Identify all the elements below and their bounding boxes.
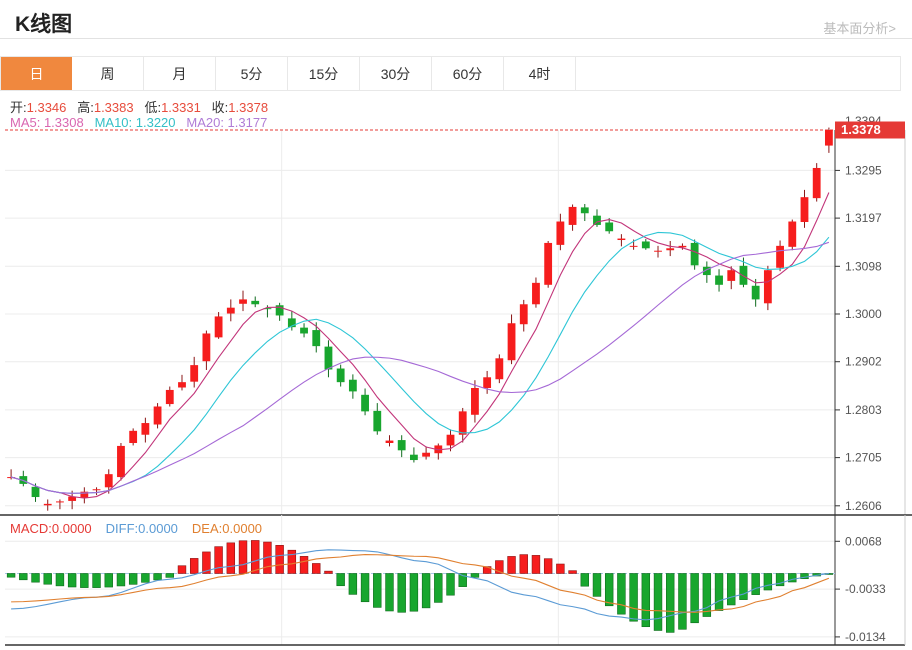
- svg-text:1.3000: 1.3000: [845, 307, 882, 321]
- svg-text:1.2705: 1.2705: [845, 451, 882, 465]
- svg-text:1.2803: 1.2803: [845, 403, 882, 417]
- svg-text:1.3378: 1.3378: [841, 122, 881, 137]
- svg-text:1.3295: 1.3295: [845, 163, 882, 177]
- svg-text:-0.0134: -0.0134: [845, 630, 886, 644]
- svg-text:1.3098: 1.3098: [845, 259, 882, 273]
- svg-text:1.2606: 1.2606: [845, 499, 882, 513]
- svg-text:-0.0033: -0.0033: [845, 582, 886, 596]
- svg-text:1.2902: 1.2902: [845, 355, 882, 369]
- svg-text:1.3197: 1.3197: [845, 211, 882, 225]
- svg-text:0.0068: 0.0068: [845, 534, 882, 548]
